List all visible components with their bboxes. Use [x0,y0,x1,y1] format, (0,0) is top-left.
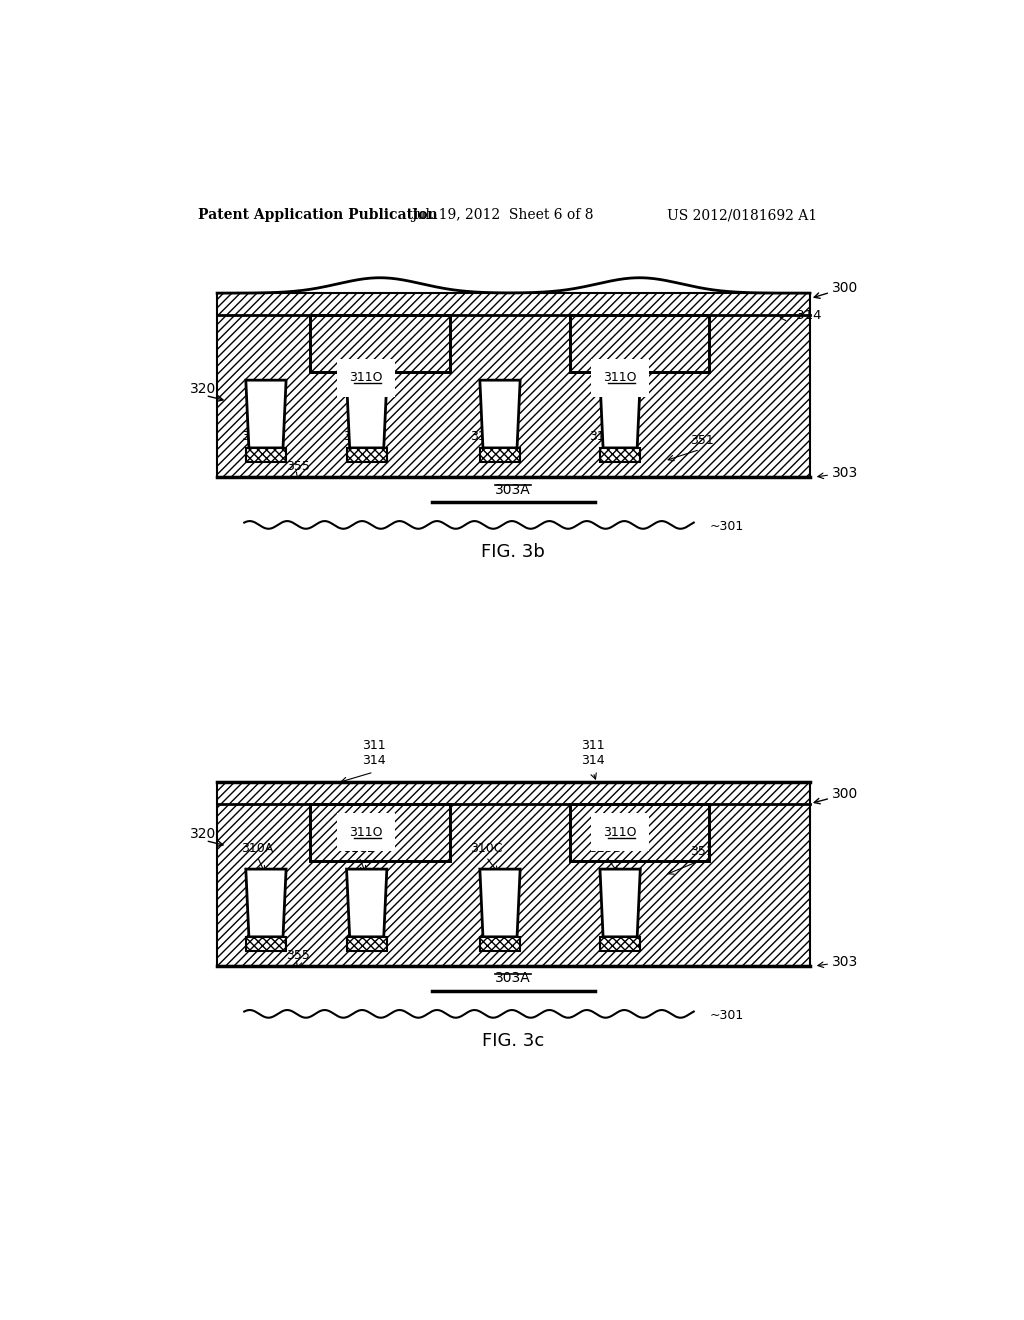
Polygon shape [600,869,640,937]
Text: 311: 311 [582,739,605,751]
Text: 314: 314 [582,754,605,767]
Text: 320: 320 [190,828,216,841]
Text: US 2012/0181692 A1: US 2012/0181692 A1 [667,209,817,223]
Bar [569,804,710,862]
Text: 311O: 311O [349,825,383,838]
Text: 310D: 310D [590,430,623,444]
Text: 311: 311 [361,739,385,751]
Polygon shape [246,869,286,937]
Text: 355: 355 [287,461,310,474]
Text: 311O: 311O [603,825,637,838]
Polygon shape [480,447,520,462]
Text: 355: 355 [287,949,310,962]
Bar [217,781,810,966]
Text: 300: 300 [831,281,858,294]
Text: 351: 351 [689,434,714,447]
Polygon shape [600,447,640,462]
Bar [217,293,810,478]
Polygon shape [346,937,387,950]
Polygon shape [600,380,640,447]
Polygon shape [346,869,387,937]
Polygon shape [480,869,520,937]
Polygon shape [246,447,286,462]
Text: 303A: 303A [496,972,531,986]
Text: FIG. 3c: FIG. 3c [482,1032,545,1049]
Text: 303: 303 [831,466,858,480]
Text: ~314: ~314 [785,309,821,322]
Text: 310C: 310C [470,430,503,444]
Text: 310B: 310B [343,842,375,855]
Bar [310,804,450,862]
Text: 310A: 310A [242,842,273,855]
Text: 351: 351 [689,845,714,858]
Text: 310B: 310B [343,430,375,444]
Polygon shape [346,380,387,447]
Polygon shape [480,937,520,950]
Polygon shape [246,937,286,950]
Bar [310,314,450,372]
Text: 311O: 311O [349,371,383,384]
Text: Patent Application Publication: Patent Application Publication [198,209,437,223]
Polygon shape [346,447,387,462]
Text: 314: 314 [361,754,385,767]
Text: 311O: 311O [603,371,637,384]
Text: 310C: 310C [470,842,503,855]
Text: 303A: 303A [496,483,531,496]
Text: FIG. 3b: FIG. 3b [481,543,545,561]
Text: 300: 300 [831,787,858,801]
Bar [569,314,710,372]
Text: ~301: ~301 [710,520,743,533]
Text: ~301: ~301 [710,1008,743,1022]
Text: 310D: 310D [590,842,623,855]
Polygon shape [600,937,640,950]
Text: 310A: 310A [242,430,273,444]
Text: 320: 320 [190,383,216,396]
Polygon shape [246,380,286,447]
Polygon shape [480,380,520,447]
Text: 303: 303 [831,956,858,969]
Text: Jul. 19, 2012  Sheet 6 of 8: Jul. 19, 2012 Sheet 6 of 8 [411,209,593,223]
